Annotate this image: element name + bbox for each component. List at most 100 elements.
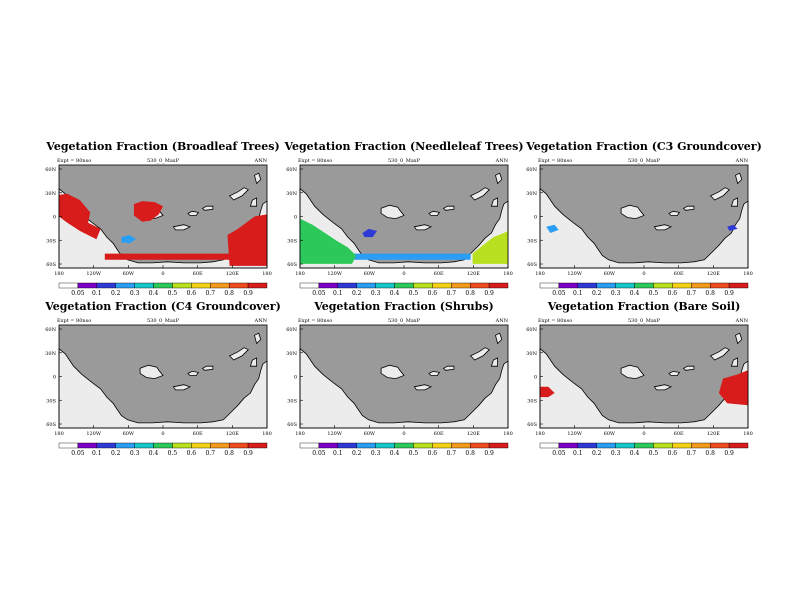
colorbar-segment (228, 282, 249, 289)
colorbar-segment (172, 282, 192, 289)
ocean-island (380, 364, 405, 380)
colorbar-segment (191, 282, 211, 289)
y-tick-label: 30S (46, 238, 56, 244)
colorbar-label: 0.4 (630, 450, 640, 457)
ocean-island (187, 370, 200, 376)
colorbar-label: 0.2 (352, 450, 362, 457)
panel-season-label: ANN (495, 158, 509, 164)
y-tick-label: 0 (294, 215, 297, 221)
x-tick-label: 0 (161, 271, 164, 277)
map-panel: Vegetation Fraction (Bare Soil) Expt = 80… (526, 300, 753, 457)
colorbar-label: 0.9 (484, 290, 494, 297)
colorbar-label: 0.7 (205, 450, 215, 457)
data-patch (300, 218, 357, 264)
data-patch (345, 253, 471, 260)
colorbar-segment (172, 442, 192, 449)
panel-title: Vegetation Fraction (Needleleaf Trees) (283, 140, 523, 153)
panel-run-label: 530_0_MaxP (147, 318, 180, 324)
colorbar-segment (96, 282, 116, 289)
panel-run-label: 530_0_MaxP (388, 158, 421, 164)
colorbar-label: 0.05 (312, 290, 326, 297)
x-tick-label: 60E (434, 431, 444, 437)
x-tick-label: 60W (364, 431, 376, 437)
y-tick-label: 60S (527, 422, 537, 428)
colorbar-segment (356, 282, 376, 289)
x-tick-label: 120E (467, 271, 481, 277)
colorbar-label: 0.4 (149, 290, 159, 297)
colorbar-label: 0.05 (312, 450, 326, 457)
panel-exp-label: Expt = 80nso (538, 158, 572, 164)
colorbar-label: 0.2 (111, 290, 121, 297)
data-patch (59, 193, 101, 240)
ocean-island (380, 204, 405, 220)
data-patch (718, 370, 748, 406)
x-tick-label: 0 (161, 431, 164, 437)
colorbar-segment (469, 442, 490, 449)
ocean-island (228, 347, 249, 361)
y-tick-label: 60N (45, 327, 56, 333)
ocean-region (539, 187, 749, 269)
x-tick-label: 60E (434, 271, 444, 277)
colorbar-label: 0.6 (187, 450, 197, 457)
panel-season-label: ANN (735, 318, 749, 324)
ocean-island (653, 224, 673, 231)
data-patch (546, 224, 559, 233)
ocean-island (469, 347, 490, 361)
ocean-island (172, 384, 192, 391)
panel-title: Vegetation Fraction (C4 Groundcover) (44, 300, 281, 313)
colorbar-segment (247, 442, 268, 449)
colorbar-label: 0.05 (552, 290, 566, 297)
colorbar-label: 0.3 (371, 290, 381, 297)
data-patch (104, 253, 230, 260)
ocean-island (469, 187, 490, 201)
y-tick-label: 60S (46, 262, 56, 268)
colorbar-segment (337, 282, 357, 289)
colorbar-label: 0.05 (71, 450, 85, 457)
x-tick-label: 180 (262, 271, 272, 277)
ocean-island (428, 210, 441, 216)
colorbar-label: 0.5 (409, 450, 419, 457)
ocean-island (428, 370, 441, 376)
colorbar-label: 0.6 (428, 450, 438, 457)
colorbar-label: 0.9 (484, 450, 494, 457)
y-tick-label: 30S (287, 238, 297, 244)
x-tick-label: 120E (707, 431, 721, 437)
colorbar-label: 0.8 (705, 450, 715, 457)
colorbar-label: 0.3 (130, 290, 140, 297)
x-tick-label: 180 (262, 431, 272, 437)
colorbar-label: 0.4 (390, 450, 400, 457)
x-tick-label: 180 (743, 431, 753, 437)
colorbar-segment (539, 442, 560, 449)
panel-title: Vegetation Fraction (Broadleaf Trees) (45, 140, 279, 153)
colorbar-label: 0.9 (243, 450, 253, 457)
x-tick-label: 180 (295, 431, 305, 437)
colorbar-label: 0.3 (130, 450, 140, 457)
colorbar-segment (58, 282, 79, 289)
colorbar-label: 0.6 (428, 290, 438, 297)
colorbar-segment (375, 442, 395, 449)
y-tick-label: 30S (287, 398, 297, 404)
colorbar-segment (394, 442, 414, 449)
colorbar-segment (596, 282, 616, 289)
ocean-island (442, 205, 455, 211)
data-patch (133, 201, 163, 222)
ocean-island (139, 364, 164, 380)
colorbar-segment (469, 282, 490, 289)
x-tick-label: 180 (54, 271, 64, 277)
ocean-island (682, 365, 695, 371)
ocean-island (495, 332, 503, 345)
colorbar-label: 0.4 (149, 450, 159, 457)
colorbar-label: 0.1 (573, 290, 583, 297)
panel-season-label: ANN (254, 158, 268, 164)
colorbar-segment (709, 442, 730, 449)
colorbar-label: 0.05 (552, 450, 566, 457)
x-tick-label: 60E (193, 271, 203, 277)
colorbar-segment (691, 282, 711, 289)
colorbar-segment (728, 442, 749, 449)
y-tick-label: 30N (526, 351, 537, 357)
colorbar-label: 0.2 (592, 450, 602, 457)
x-tick-label: 180 (535, 431, 545, 437)
colorbar-segment (413, 282, 433, 289)
y-tick-label: 30N (286, 351, 297, 357)
